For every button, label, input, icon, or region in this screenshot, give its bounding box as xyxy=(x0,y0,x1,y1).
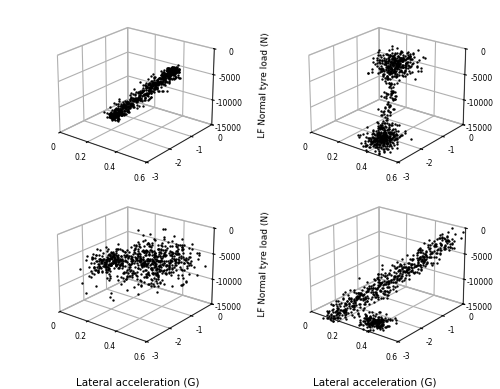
Text: Lateral acceleration (G): Lateral acceleration (G) xyxy=(76,377,199,387)
Text: Lateral acceleration (G): Lateral acceleration (G) xyxy=(313,377,437,387)
